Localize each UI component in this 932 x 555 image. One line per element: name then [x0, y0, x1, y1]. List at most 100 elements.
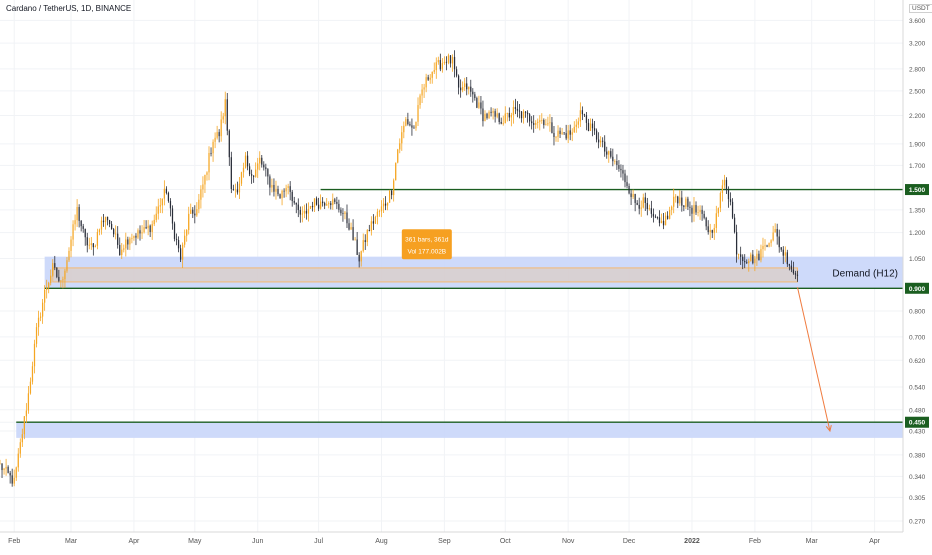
candle-body-79: [159, 205, 161, 207]
y-tick-13: 0.700: [909, 334, 926, 341]
candle-body-59: [119, 244, 121, 256]
candle-body-70: [141, 232, 143, 234]
x-tick-6: Aug: [375, 538, 388, 545]
candle-body-319: [646, 202, 648, 210]
candle-body-228: [462, 86, 464, 91]
candle-body-201: [407, 119, 409, 125]
candle-body-390: [790, 265, 793, 270]
candle-body-57: [115, 233, 117, 235]
candle-body-69: [139, 230, 141, 234]
candle-body-242: [490, 111, 492, 113]
y-tick-22: 0.270: [909, 518, 926, 525]
candle-body-349: [707, 226, 709, 233]
candle-body-131: [265, 167, 267, 170]
candle-body-352: [713, 227, 715, 233]
candle-body-240: [486, 113, 488, 119]
candle-body-315: [638, 204, 640, 209]
x-tick-14: Apr: [869, 538, 881, 545]
candle-body-339: [687, 198, 689, 207]
candle-body-87: [175, 238, 178, 241]
x-tick-9: Nov: [562, 538, 575, 545]
y-tick-4: 2.200: [909, 113, 926, 120]
candle-body-214: [433, 70, 435, 72]
candle-body-106: [214, 137, 216, 142]
candle-body-156: [315, 198, 318, 205]
candle-body-92: [186, 230, 188, 236]
candle-body-116: [234, 189, 237, 191]
candle-body-102: [206, 172, 208, 175]
candle-body-237: [480, 102, 482, 109]
candle-body-304: [616, 161, 618, 166]
candle-body-135: [273, 184, 275, 192]
candle-body-356: [721, 185, 724, 193]
candle-body-249: [504, 113, 506, 124]
candle-body-127: [257, 163, 259, 170]
candle-body-279: [565, 133, 567, 139]
candle-body-284: [575, 124, 577, 127]
candle-body-120: [242, 167, 245, 173]
candle-body-47: [94, 245, 97, 248]
level-badge-2: [905, 416, 929, 428]
candle-body-32: [64, 270, 66, 280]
candle-body-320: [648, 208, 650, 210]
candle-body-325: [658, 217, 661, 224]
candle-body-22: [44, 289, 46, 303]
candle-body-36: [72, 224, 74, 240]
candle-body-257: [520, 111, 523, 119]
candle-body-374: [758, 253, 760, 261]
candle-body-265: [537, 121, 539, 123]
candle-body-91: [184, 235, 186, 245]
candle-body-351: [711, 230, 713, 233]
candle-body-223: [451, 56, 454, 64]
candle-body-341: [691, 207, 693, 214]
candle-body-117: [236, 189, 239, 193]
currency-badge[interactable]: USDT: [909, 4, 932, 13]
candle-body-322: [652, 213, 655, 217]
candle-body-54: [108, 220, 111, 224]
candle-body-359: [727, 189, 730, 200]
candle-body-262: [531, 121, 533, 124]
candle-body-56: [113, 229, 115, 235]
y-tick-15: 0.540: [909, 384, 926, 391]
candle-body-21: [41, 302, 44, 317]
candle-body-380: [770, 240, 772, 244]
candle-body-225: [455, 69, 458, 76]
candle-body-152: [307, 208, 310, 214]
level-badge-text-1: 0.900: [909, 286, 926, 293]
candle-body-68: [137, 230, 139, 238]
candle-body-190: [384, 203, 387, 206]
candle-body-300: [608, 151, 610, 155]
candle-body-342: [693, 205, 695, 214]
candle-body-0: [0, 463, 1, 465]
y-tick-9: 1.200: [909, 230, 926, 237]
candle-body-268: [543, 120, 545, 126]
level-badge-1: [905, 282, 929, 294]
candle-body-58: [117, 233, 119, 245]
candle-body-129: [261, 157, 263, 165]
candle-body-158: [319, 201, 322, 209]
y-tick-8: 1.350: [909, 207, 926, 214]
candle-body-83: [167, 193, 170, 202]
candle-body-299: [606, 151, 608, 155]
candle-body-19: [37, 317, 40, 328]
candle-body-187: [378, 211, 381, 212]
candle-body-373: [756, 253, 758, 259]
measure-range-box: [52, 267, 798, 283]
candle-body-85: [171, 208, 174, 224]
candle-body-149: [301, 213, 303, 215]
candle-body-310: [628, 186, 630, 194]
candle-body-197: [399, 143, 401, 150]
candle-body-328: [664, 215, 667, 226]
candle-body-13: [25, 410, 28, 417]
candle-body-281: [569, 130, 571, 135]
candle-body-45: [90, 243, 92, 245]
candle-body-183: [370, 221, 372, 232]
candle-body-162: [328, 203, 330, 205]
candle-body-185: [374, 216, 377, 224]
candle-body-72: [145, 227, 147, 229]
zones: [16, 256, 904, 438]
candle-body-247: [500, 121, 502, 124]
x-tick-0: Feb: [8, 538, 20, 545]
